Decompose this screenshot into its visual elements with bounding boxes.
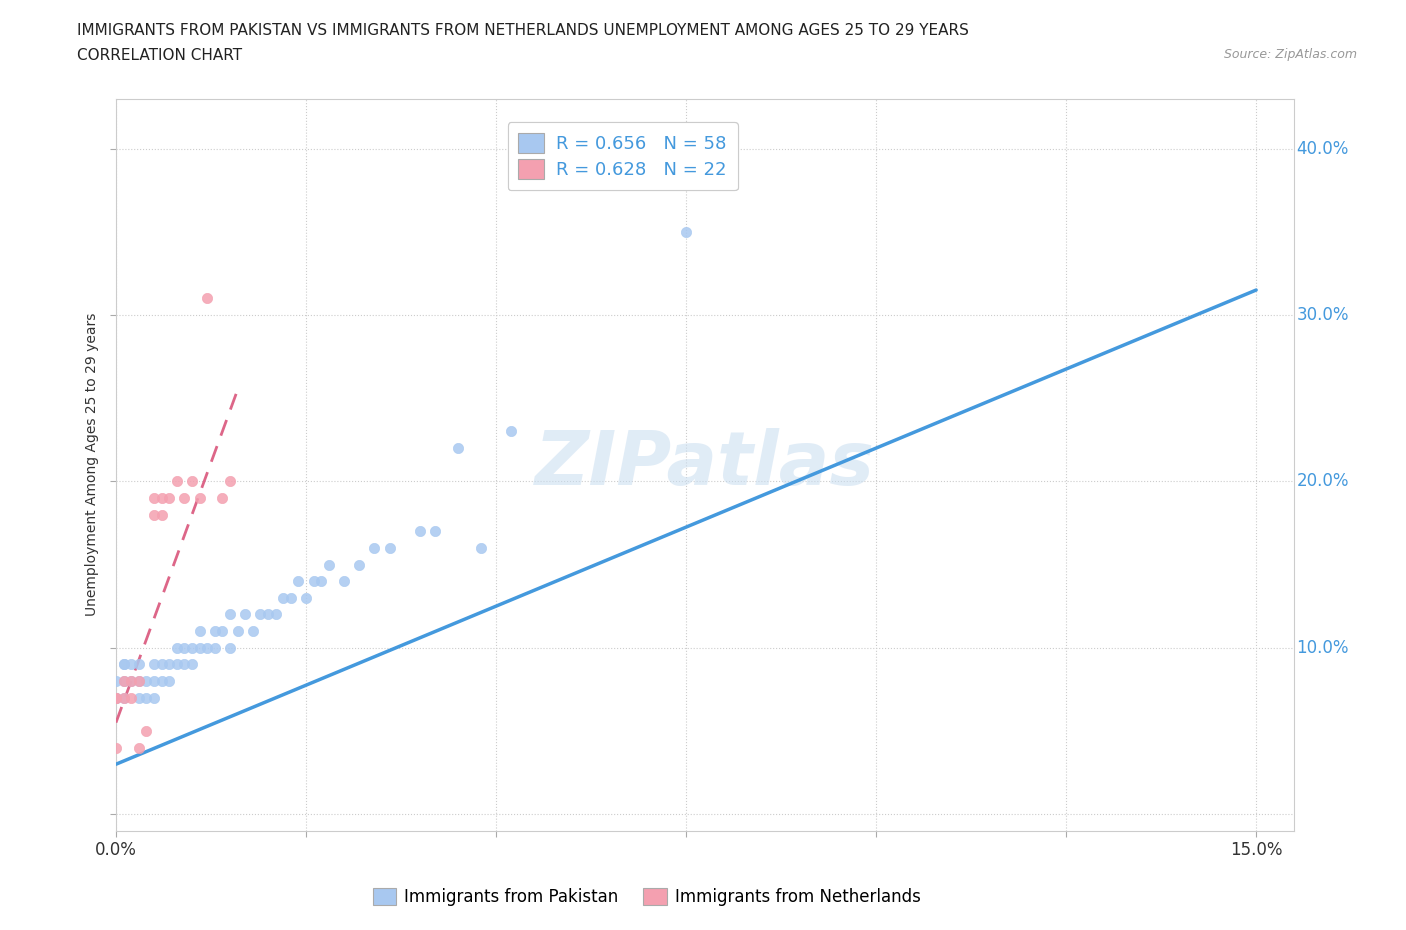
- Point: [219, 607, 242, 622]
- Point: [378, 540, 401, 555]
- Point: [309, 574, 332, 589]
- Point: [188, 641, 211, 656]
- Point: [181, 641, 204, 656]
- Point: [104, 673, 127, 688]
- Text: 30.0%: 30.0%: [1296, 306, 1348, 324]
- Point: [226, 624, 249, 639]
- Point: [128, 673, 150, 688]
- Point: [128, 673, 150, 688]
- Text: 40.0%: 40.0%: [1296, 140, 1348, 157]
- Point: [409, 524, 432, 538]
- Point: [347, 557, 370, 572]
- Point: [173, 641, 195, 656]
- Point: [249, 607, 271, 622]
- Point: [128, 740, 150, 755]
- Point: [120, 673, 142, 688]
- Point: [150, 507, 173, 522]
- Point: [333, 574, 356, 589]
- Point: [143, 673, 166, 688]
- Point: [219, 474, 242, 489]
- Point: [166, 657, 188, 671]
- Point: [135, 690, 157, 705]
- Point: [501, 424, 523, 439]
- Point: [157, 657, 180, 671]
- Point: [264, 607, 287, 622]
- Point: [150, 657, 173, 671]
- Point: [425, 524, 447, 538]
- Y-axis label: Unemployment Among Ages 25 to 29 years: Unemployment Among Ages 25 to 29 years: [86, 313, 100, 617]
- Legend: Immigrants from Pakistan, Immigrants from Netherlands: Immigrants from Pakistan, Immigrants fro…: [366, 881, 928, 912]
- Point: [675, 224, 697, 239]
- Text: 10.0%: 10.0%: [1296, 639, 1348, 657]
- Point: [204, 641, 226, 656]
- Point: [112, 690, 135, 705]
- Point: [233, 607, 256, 622]
- Point: [143, 690, 166, 705]
- Point: [112, 657, 135, 671]
- Point: [104, 690, 127, 705]
- Point: [173, 657, 195, 671]
- Text: Source: ZipAtlas.com: Source: ZipAtlas.com: [1223, 48, 1357, 61]
- Point: [128, 690, 150, 705]
- Point: [302, 574, 325, 589]
- Point: [143, 657, 166, 671]
- Point: [195, 641, 218, 656]
- Point: [157, 491, 180, 506]
- Point: [143, 491, 166, 506]
- Point: [257, 607, 280, 622]
- Point: [211, 624, 233, 639]
- Point: [181, 657, 204, 671]
- Point: [157, 673, 180, 688]
- Point: [195, 291, 218, 306]
- Point: [280, 591, 302, 605]
- Point: [120, 673, 142, 688]
- Point: [150, 673, 173, 688]
- Point: [219, 641, 242, 656]
- Point: [447, 441, 470, 456]
- Point: [271, 591, 294, 605]
- Legend: R = 0.656   N = 58, R = 0.628   N = 22: R = 0.656 N = 58, R = 0.628 N = 22: [508, 123, 738, 190]
- Point: [181, 474, 204, 489]
- Point: [211, 491, 233, 506]
- Point: [120, 690, 142, 705]
- Point: [287, 574, 309, 589]
- Point: [242, 624, 264, 639]
- Point: [104, 740, 127, 755]
- Point: [104, 690, 127, 705]
- Text: ZIPatlas: ZIPatlas: [536, 428, 875, 501]
- Point: [150, 491, 173, 506]
- Point: [120, 657, 142, 671]
- Point: [295, 591, 318, 605]
- Point: [135, 673, 157, 688]
- Point: [128, 657, 150, 671]
- Text: CORRELATION CHART: CORRELATION CHART: [77, 48, 242, 63]
- Point: [135, 724, 157, 738]
- Point: [363, 540, 385, 555]
- Point: [112, 657, 135, 671]
- Point: [112, 673, 135, 688]
- Point: [204, 624, 226, 639]
- Point: [112, 673, 135, 688]
- Point: [470, 540, 492, 555]
- Text: 20.0%: 20.0%: [1296, 472, 1348, 490]
- Point: [318, 557, 340, 572]
- Point: [104, 690, 127, 705]
- Point: [188, 624, 211, 639]
- Point: [104, 690, 127, 705]
- Point: [112, 690, 135, 705]
- Point: [188, 491, 211, 506]
- Point: [143, 507, 166, 522]
- Point: [166, 474, 188, 489]
- Text: IMMIGRANTS FROM PAKISTAN VS IMMIGRANTS FROM NETHERLANDS UNEMPLOYMENT AMONG AGES : IMMIGRANTS FROM PAKISTAN VS IMMIGRANTS F…: [77, 23, 969, 38]
- Point: [173, 491, 195, 506]
- Point: [166, 641, 188, 656]
